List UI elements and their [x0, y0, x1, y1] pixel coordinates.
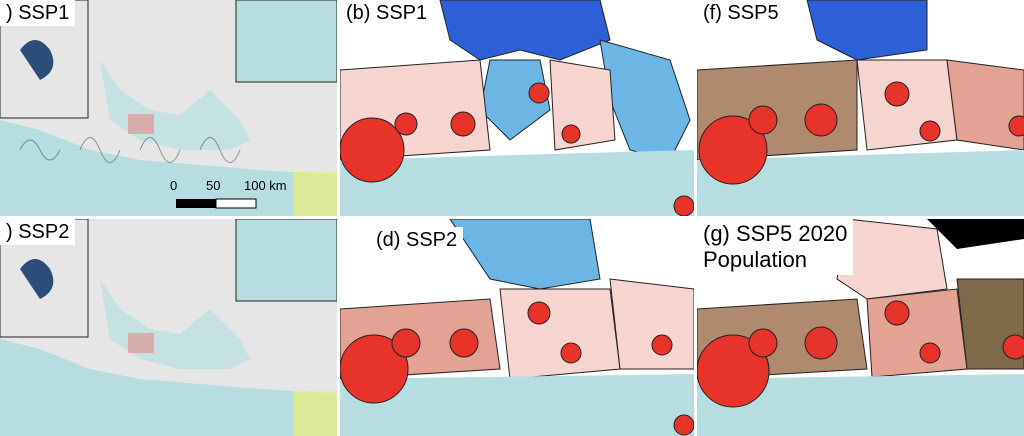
panel-c-label: ) SSP2 — [0, 219, 76, 245]
panel-a-label: ) SSP1 — [0, 0, 76, 26]
panel-d-map: (d) SSP2 — [340, 219, 694, 436]
overview-map-c — [0, 219, 337, 436]
highlight-yellow — [293, 172, 337, 216]
panel-g-label-line1: (g) SSP5 2020 — [703, 221, 848, 246]
highlight-red — [128, 114, 154, 134]
highlight-yellow-c — [293, 391, 337, 436]
overview-map-a — [0, 0, 337, 216]
highlight-red-c — [128, 333, 154, 353]
scale-tick-50: 50 — [206, 178, 221, 193]
scale-tick-0: 0 — [170, 178, 178, 193]
panel-g-label: (g) SSP5 2020 Population — [697, 219, 854, 275]
panel-b-label: (b) SSP1 — [340, 0, 434, 26]
scalebar-white — [215, 198, 257, 209]
inset-island-box — [235, 0, 337, 83]
panel-g-map: (g) SSP5 2020 Population — [697, 219, 1024, 436]
panel-f-label: (f) SSP5 — [697, 0, 785, 26]
inset-island-box-c — [235, 219, 337, 302]
choropleth-d — [340, 219, 694, 436]
panel-d-label: (d) SSP2 — [370, 227, 464, 253]
panel-g-label-line2: Population — [703, 247, 807, 272]
scale-tick-100: 100 km — [244, 178, 287, 193]
choropleth-f — [697, 0, 1024, 216]
panel-f-map: (f) SSP5 — [697, 0, 1024, 216]
panel-b-map: (b) SSP1 — [340, 0, 694, 216]
panel-a-overview-map: ) SSP1 0 50 100 km — [0, 0, 337, 216]
scalebar-black — [176, 199, 216, 208]
panel-c-overview-map: ) SSP2 — [0, 219, 337, 436]
choropleth-b — [340, 0, 694, 216]
